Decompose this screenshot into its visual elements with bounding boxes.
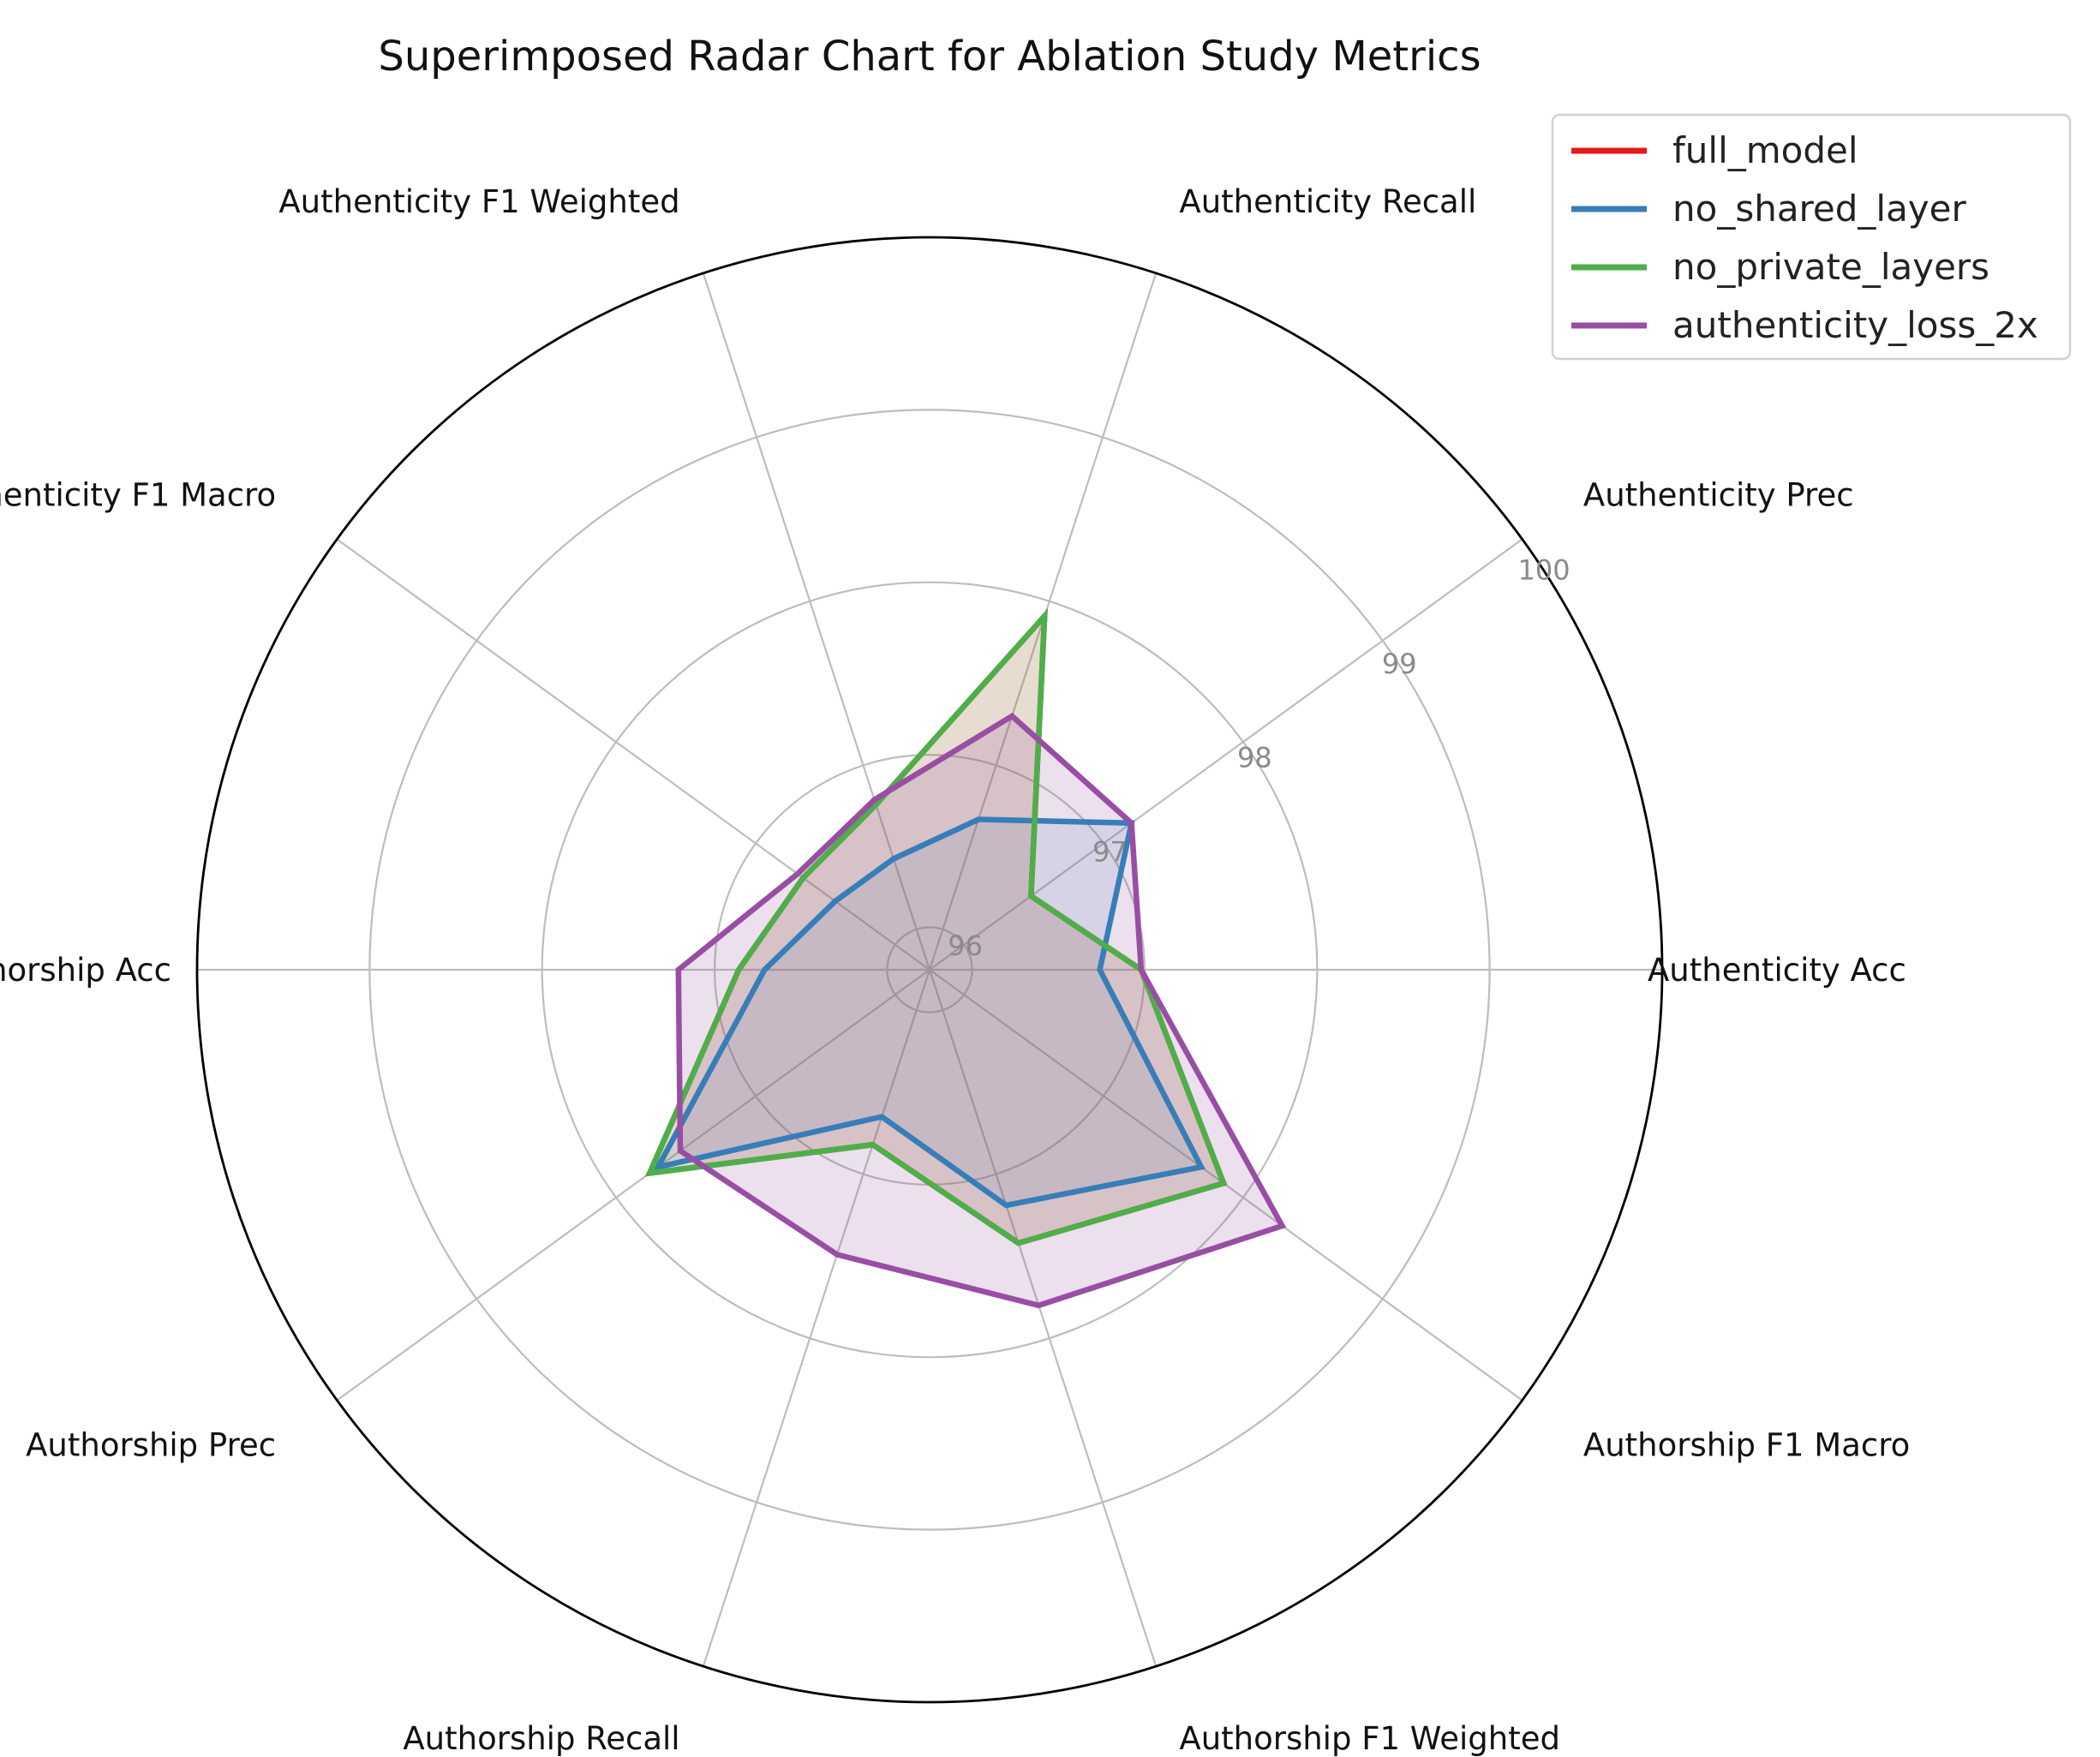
axis-label-1: Authenticity Prec xyxy=(1583,477,1854,514)
chart-title: Superimposed Radar Chart for Ablation St… xyxy=(378,33,1481,81)
axis-label-9: Authorship F1 Macro xyxy=(1583,1426,1910,1463)
spoke-8 xyxy=(928,969,1158,1667)
series-line-authenticity_loss_2x xyxy=(675,712,1287,1309)
axis-label-8: Authorship F1 Weighted xyxy=(1179,1720,1560,1757)
series-area-full_model xyxy=(649,616,1224,1244)
series-area-authenticity_loss_2x xyxy=(678,715,1283,1306)
legend: full_model no_shared_layer no_private_laye… xyxy=(1551,113,2072,361)
legend-label-authenticity_loss_2x: authenticity_loss_2x xyxy=(1672,304,2038,346)
axis-label-5: Authorship Acc xyxy=(0,952,171,989)
spoke-4 xyxy=(336,538,930,971)
spoke-7 xyxy=(702,969,931,1667)
series-line-no_shared_layer xyxy=(652,816,1206,1209)
axis-label-2: Authenticity Recall xyxy=(1179,183,1476,220)
legend-label-no_private_layers: no_private_layers xyxy=(1672,246,1989,288)
series-area-no_private_layers xyxy=(649,616,1224,1244)
spoke-6 xyxy=(336,969,930,1401)
axis-label-3: Authenticity F1 Weighted xyxy=(278,183,679,220)
tick-label-100: 100 xyxy=(1518,553,1571,586)
tick-label-98: 98 xyxy=(1237,742,1272,774)
axis-label-7: Authorship Recall xyxy=(403,1720,679,1757)
tick-label-97: 97 xyxy=(1092,835,1128,868)
axis-label-6: Authorship Prec xyxy=(26,1426,276,1463)
outer-frame xyxy=(195,236,1664,1704)
axis-label-4: Authenticity F1 Macro xyxy=(0,477,276,514)
axis-labels: Authenticity Acc Authenticity Prec Authent… xyxy=(0,183,1910,1757)
series-lines xyxy=(644,608,1287,1309)
spoke-3 xyxy=(702,272,931,971)
spoke-1 xyxy=(929,538,1523,971)
radial-tick-labels: 96 97 98 99 100 xyxy=(948,553,1570,962)
legend-box xyxy=(1551,113,2072,361)
radar-grid xyxy=(195,236,1664,1704)
series-line-no_private_layers xyxy=(644,608,1228,1246)
legend-label-full_model: full_model xyxy=(1672,129,1858,171)
tick-label-96: 96 xyxy=(948,929,983,962)
axis-label-0: Authenticity Acc xyxy=(1648,952,1906,989)
tick-label-99: 99 xyxy=(1382,648,1417,680)
legend-label-no_shared_layer: no_shared_layer xyxy=(1672,188,1967,230)
